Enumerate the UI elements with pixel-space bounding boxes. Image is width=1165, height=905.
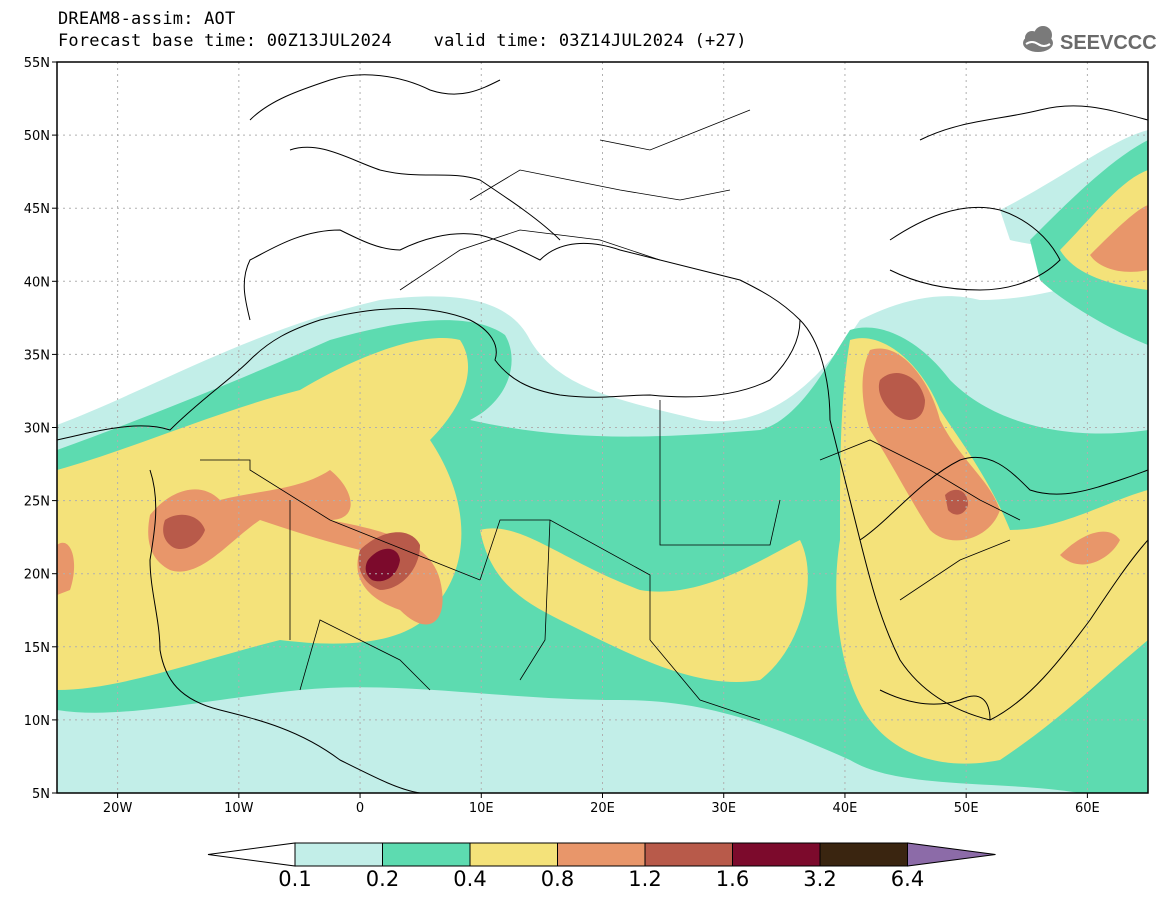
colorbar-label: 6.4	[891, 867, 924, 891]
grid-lines	[57, 62, 1148, 793]
aot-band-0.8-c	[57, 542, 75, 595]
aot-band-1.2-d	[945, 489, 968, 515]
colorbar-label: 1.2	[628, 867, 661, 891]
aot-band-0.8-e	[1090, 205, 1148, 272]
lat-tick-label: 15N	[24, 641, 50, 656]
colorbar-segment	[382, 842, 471, 867]
lon-tick-label: 50E	[954, 801, 979, 816]
lon-tick-label: 60E	[1075, 801, 1100, 816]
colorbar-under-triangle	[207, 842, 296, 867]
colorbar-segment	[557, 842, 646, 867]
lat-tick-label: 55N	[24, 56, 50, 71]
colorbar-segment	[294, 842, 383, 867]
colorbar-segment	[732, 842, 821, 867]
aot-band-1.2	[163, 514, 205, 550]
lat-tick-label: 45N	[24, 202, 50, 217]
aot-band-0.8	[148, 470, 443, 625]
colorbar-label: 3.2	[803, 867, 836, 891]
colorbar-segment	[644, 842, 733, 867]
lon-tick-label: 10E	[469, 801, 494, 816]
aot-band-1.6	[365, 548, 400, 582]
title-line-1: DREAM8-assim: AOT	[58, 9, 236, 29]
cloud-icon	[1023, 26, 1053, 52]
coastlines	[57, 74, 1148, 793]
aot-band-1.2-c	[878, 372, 925, 420]
aot-band-0.4-b	[480, 528, 808, 682]
colorbar-label: 0.8	[541, 867, 574, 891]
lat-tick-label: 30N	[24, 422, 50, 437]
longitude-axis: 20W 10W 0 10E 20E 30E 40E 50E 60E	[103, 793, 1100, 816]
colorbar-label: 1.6	[716, 867, 749, 891]
logo-text: SEEVCCC	[1060, 32, 1156, 54]
lat-tick-label: 40N	[24, 275, 50, 290]
lat-tick-label: 50N	[24, 129, 50, 144]
lat-tick-label: 35N	[24, 348, 50, 363]
latitude-axis: 55N 50N 45N 40N 35N 30N 25N 20N 15N 10N 5N	[24, 56, 57, 802]
lon-tick-label: 20W	[103, 801, 133, 816]
aot-field	[57, 130, 1148, 793]
lon-tick-label: 20E	[590, 801, 615, 816]
lat-tick-label: 20N	[24, 568, 50, 583]
seevccc-logo: SEEVCCC	[1023, 26, 1156, 54]
aot-band-0.8-d	[1060, 531, 1120, 565]
colorbar: 0.1 0.2 0.4 0.8 1.2 1.6 3.2 6.4	[207, 842, 996, 891]
colorbar-label: 0.4	[453, 867, 486, 891]
lon-tick-label: 0	[356, 801, 364, 816]
lat-tick-label: 25N	[24, 495, 50, 510]
lat-tick-label: 5N	[32, 787, 50, 802]
lon-tick-label: 10W	[224, 801, 254, 816]
borders	[200, 109, 1021, 721]
colorbar-segment	[469, 842, 558, 867]
colorbar-label: 0.1	[278, 867, 311, 891]
lon-tick-label: 40E	[833, 801, 858, 816]
title-line-2: Forecast base time: 00Z13JUL2024 valid t…	[58, 31, 747, 51]
lon-tick-label: 30E	[711, 801, 736, 816]
colorbar-segment	[819, 842, 908, 867]
colorbar-over-triangle	[907, 842, 996, 867]
lat-tick-label: 10N	[24, 714, 50, 729]
colorbar-label: 0.2	[366, 867, 399, 891]
